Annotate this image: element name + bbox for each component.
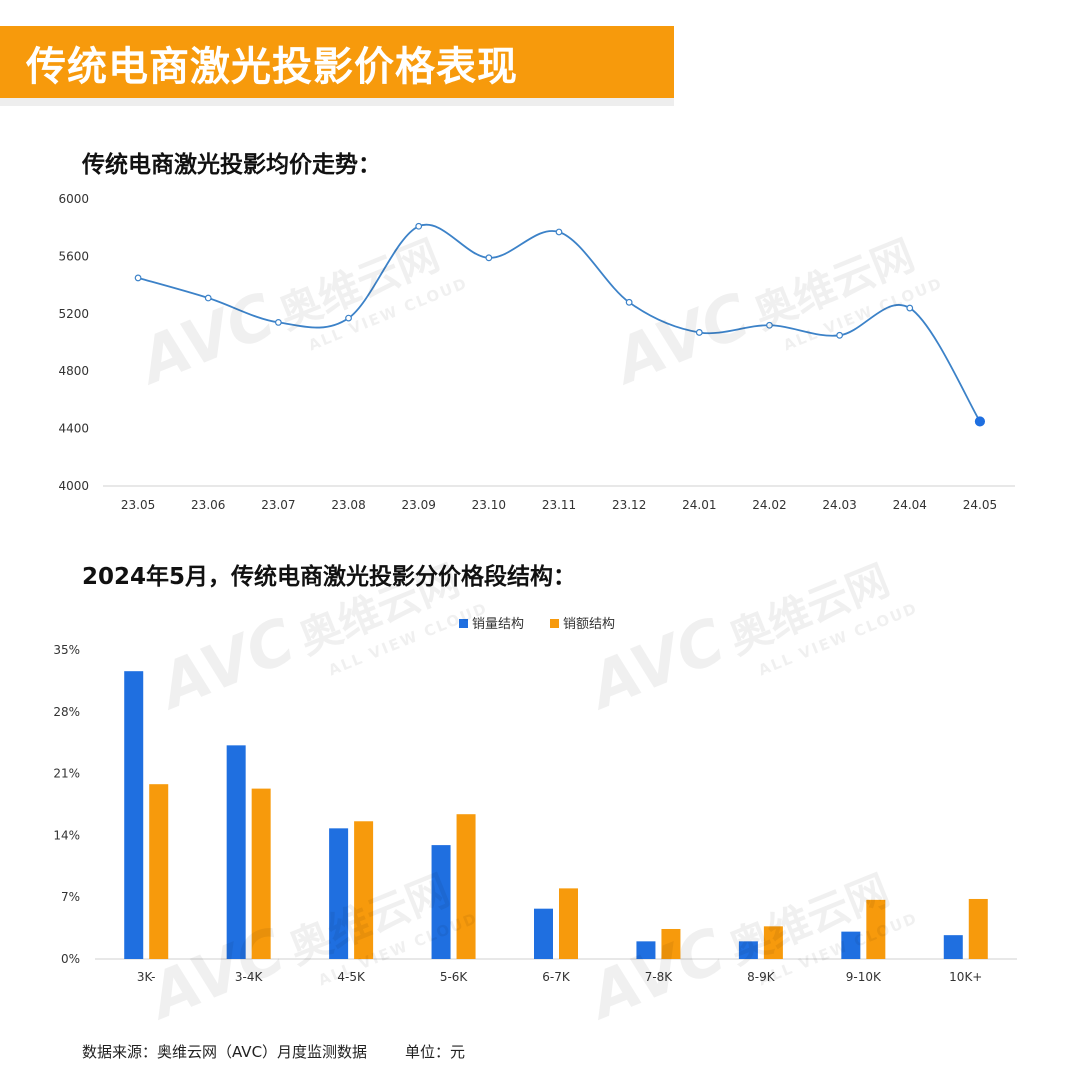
data-point (974, 416, 986, 427)
x-tick-label: 23.07 (261, 498, 295, 512)
data-point (906, 304, 914, 312)
bar-revenue (149, 784, 169, 959)
line-chart-title: 传统电商激光投影均价走势： (82, 152, 381, 178)
bar-revenue (661, 928, 681, 959)
x-tick-label: 23.11 (542, 498, 576, 512)
data-point (836, 331, 844, 339)
bar-volume (226, 745, 246, 959)
y-tick-label: 28% (53, 705, 80, 719)
data-point (485, 254, 493, 262)
y-tick-label: 21% (53, 767, 80, 781)
y-tick-label: 7% (61, 890, 80, 904)
x-tick-label: 24.04 (893, 498, 927, 512)
y-tick-label: 5200 (58, 307, 89, 321)
bar-volume (124, 671, 144, 959)
x-tick-label: 9-10K (846, 970, 882, 984)
y-tick-label: 6000 (58, 192, 89, 206)
x-tick-label: 24.02 (752, 498, 786, 512)
bar-volume (329, 828, 349, 959)
bar-revenue (354, 821, 374, 959)
data-point (766, 321, 773, 329)
x-tick-label: 4-5K (337, 970, 366, 984)
data-point (274, 319, 282, 326)
y-tick-label: 4400 (58, 422, 89, 436)
bar-chart-title: 2024年5月，传统电商激光投影分价格段结构： (82, 564, 577, 590)
x-tick-label: 10K+ (949, 970, 982, 984)
bar-revenue (251, 788, 271, 959)
bar-revenue (456, 814, 476, 959)
x-tick-label: 23.09 (402, 498, 436, 512)
legend-label: 销额结构 (563, 617, 615, 632)
x-tick-label: 23.05 (121, 498, 155, 512)
bar-revenue (559, 888, 578, 959)
x-tick-label: 24.01 (682, 498, 716, 512)
unit-label: 单位：元 (405, 1043, 466, 1061)
bar-volume (943, 935, 963, 959)
header-banner: 传统电商激光投影价格表现 (0, 26, 674, 98)
legend-label: 销量结构 (472, 617, 524, 632)
data-point (555, 228, 563, 236)
y-tick-label: 35% (53, 643, 80, 657)
x-tick-label: 24.03 (822, 498, 856, 512)
data-point (345, 314, 352, 322)
x-tick-label: 5-6K (440, 970, 469, 984)
x-tick-label: 23.12 (612, 498, 646, 512)
x-tick-label: 23.06 (191, 498, 225, 512)
bar-revenue (968, 898, 988, 959)
y-tick-label: 0% (61, 952, 80, 966)
legend-swatch (459, 619, 468, 628)
bar-volume (738, 941, 758, 959)
x-tick-label: 24.05 (963, 498, 997, 512)
y-tick-label: 4000 (58, 479, 89, 493)
x-tick-label: 8-9K (747, 970, 776, 984)
legend-swatch (550, 619, 559, 628)
x-tick-label: 6-7K (542, 970, 571, 984)
x-tick-label: 3-4K (235, 970, 264, 984)
bar-volume (636, 941, 656, 959)
y-tick-label: 4800 (58, 364, 89, 378)
x-tick-label: 23.08 (331, 498, 365, 512)
x-tick-label: 23.10 (472, 498, 506, 512)
data-source: 数据来源：奥维云网（AVC）月度监测数据 (82, 1043, 368, 1061)
data-point (695, 329, 703, 336)
data-point (134, 274, 142, 282)
y-tick-label: 5600 (58, 249, 89, 263)
x-tick-label: 7-8K (645, 970, 674, 984)
data-point (204, 294, 212, 302)
page-title: 传统电商激光投影价格表现 (26, 44, 518, 90)
data-point (415, 222, 423, 230)
y-tick-label: 14% (53, 828, 80, 842)
bar-volume (534, 908, 553, 959)
bar-revenue (866, 899, 886, 959)
bar-revenue (763, 926, 783, 959)
bar-volume (431, 845, 451, 959)
x-tick-label: 3K- (137, 970, 156, 984)
data-point (625, 298, 633, 306)
footer: 数据来源：奥维云网（AVC）月度监测数据 单位：元 (82, 1041, 465, 1062)
bar-volume (841, 931, 861, 959)
